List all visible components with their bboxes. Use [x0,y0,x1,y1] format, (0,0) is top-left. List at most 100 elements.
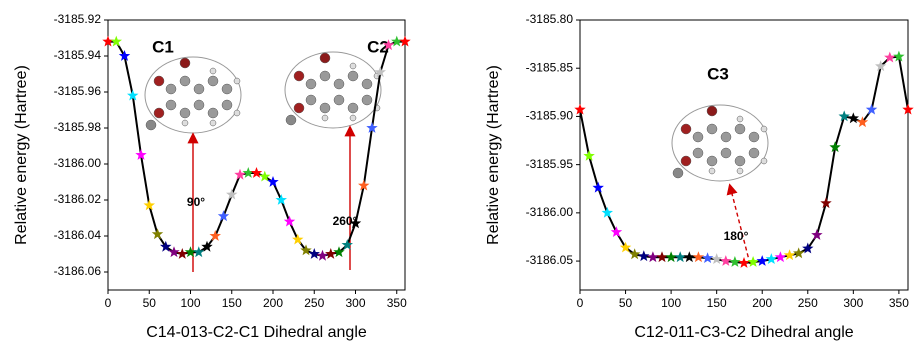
molecule-frame [285,52,381,128]
atom [194,84,204,94]
star-marker [193,246,205,257]
y-tick-label: -3185.95 [526,157,574,171]
star-marker [317,250,328,261]
atom [180,58,190,68]
star-marker [218,210,229,221]
star-marker [775,251,787,262]
star-marker [866,104,878,115]
star-marker [665,251,676,262]
atom [166,84,176,94]
x-tick-label: 100 [180,296,200,310]
star-marker [747,256,758,267]
atom [735,156,745,166]
y-tick-label: -3185.85 [526,60,574,74]
chart-panel: -3185.92-3185.94-3185.96-3185.98-3186.00… [13,12,410,341]
star-marker [656,251,667,262]
star-marker [611,226,623,237]
atom [334,79,344,89]
star-marker [185,246,196,257]
annotation: C1 [152,37,174,56]
atom [350,63,356,69]
atom [210,120,216,126]
atom [707,106,717,116]
atom [749,132,759,142]
y-axis-label: Relative energy (Hartree) [485,65,502,245]
atom [182,120,188,126]
atom [735,124,745,134]
star-marker [251,167,262,178]
atom [737,116,743,122]
atom [334,95,344,105]
atom [362,95,372,105]
star-marker [848,112,859,123]
atom [306,95,316,105]
atom [146,120,156,130]
star-marker [243,167,255,178]
molecule-frame [672,105,768,181]
y-tick-label: -3186.05 [526,253,574,267]
atom [166,100,176,110]
star-marker [811,229,822,240]
star-marker [784,249,796,260]
star-marker [292,234,304,245]
y-tick-label: -3186.00 [54,156,102,170]
atom [320,71,330,81]
atom [737,168,743,174]
atom [693,148,703,158]
x-tick-label: 50 [619,296,633,310]
atom [681,124,691,134]
x-axis-label: C14-013-C2-C1 Dihedral angle [146,324,367,341]
star-marker [757,255,768,266]
star-marker [793,247,804,258]
x-tick-label: 200 [263,296,283,310]
plot-frame [108,20,405,290]
star-marker [629,248,640,259]
atom [208,76,218,86]
y-tick-label: -3185.92 [54,12,102,26]
atom [208,108,218,118]
atom [681,156,691,166]
star-marker [234,169,245,180]
annotation: 180° [724,229,749,243]
y-tick-label: -3185.94 [54,48,102,62]
atom [721,132,731,142]
x-tick-label: 250 [798,296,818,310]
atom [348,71,358,81]
y-tick-label: -3186.04 [54,228,102,242]
atom [222,100,232,110]
atom [180,108,190,118]
star-marker [711,253,722,264]
y-tick-label: -3186.02 [54,192,102,206]
molecule-frame [145,57,241,133]
atom [154,76,164,86]
arrow [730,186,750,264]
star-marker [738,257,749,268]
star-marker [226,189,238,200]
atom [194,100,204,110]
annotation: 90° [187,195,205,209]
x-tick-label: 350 [889,296,909,310]
star-marker [766,253,777,264]
x-tick-label: 300 [843,296,863,310]
x-tick-label: 250 [304,296,324,310]
annotation: C3 [707,64,729,83]
atom [222,84,232,94]
star-marker [684,251,695,262]
star-marker [276,194,288,205]
x-tick-label: 350 [387,296,407,310]
atom [294,71,304,81]
star-marker [177,248,189,259]
star-marker [391,36,403,47]
x-tick-label: 150 [707,296,727,310]
y-axis-label: Relative energy (Hartree) [13,65,30,245]
atom [180,76,190,86]
atom [348,103,358,113]
star-marker [675,251,686,262]
atom [761,158,767,164]
atom [721,148,731,158]
atom [350,115,356,121]
atom [320,103,330,113]
y-tick-label: -3185.96 [54,84,102,98]
atom [761,126,767,132]
atom [306,79,316,89]
